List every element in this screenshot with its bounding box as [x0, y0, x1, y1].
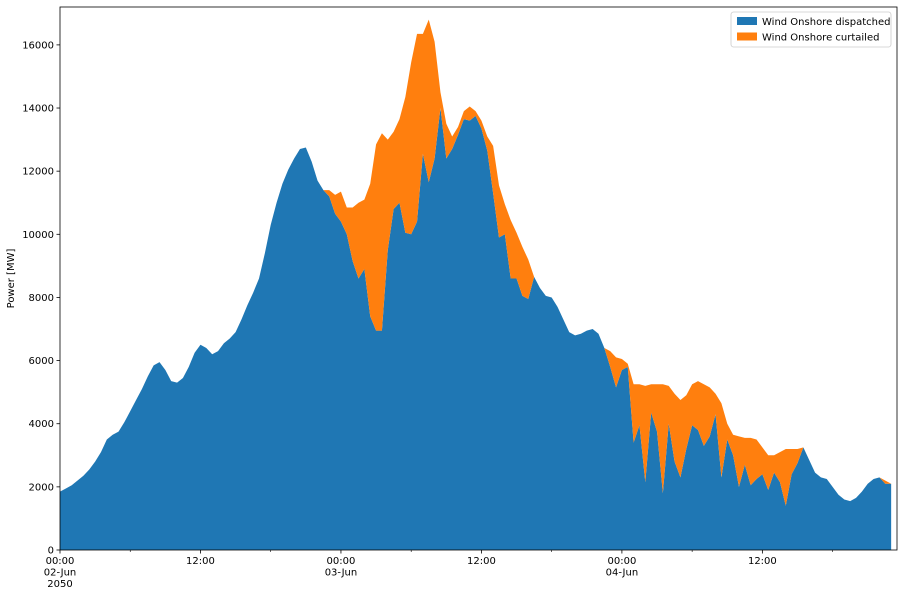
- legend-swatch: [737, 32, 757, 41]
- legend-swatch: [737, 17, 757, 25]
- x-tick-label: 12:00: [467, 556, 496, 567]
- plot-frame: [59, 6, 898, 551]
- legend-label: Wind Onshore curtailed: [762, 33, 879, 44]
- x-tick-label: 12:00: [748, 556, 777, 567]
- y-tick-label: 2000: [29, 482, 54, 493]
- y-tick-label: 16000: [22, 40, 54, 51]
- x-tick-label: 00:00 03-Jun: [325, 556, 358, 579]
- x-axis: 00:00 02-Jun 2050 12:00 00:00 03-Jun 12:00 00:0…: [44, 550, 833, 590]
- x-tick-label: 12:00: [186, 556, 215, 567]
- stacked-areas: [60, 19, 892, 551]
- legend-box: [730, 11, 892, 48]
- y-axis: 0 2000 4000 6000 8000 10000 12000 14000 16000: [22, 40, 60, 557]
- legend: Wind Onshore dispatched Wind Onshore curt…: [730, 11, 892, 48]
- y-tick-label: 6000: [29, 356, 54, 367]
- y-tick-label: 14000: [22, 104, 54, 115]
- y-tick-label: 8000: [29, 293, 54, 304]
- y-tick-label: 10000: [22, 230, 54, 241]
- area-series-1: [60, 108, 892, 551]
- x-tick-label: 00:00 02-Jun 2050: [44, 556, 77, 590]
- y-tick-label: 12000: [22, 167, 54, 178]
- y-tick-label: 0: [48, 546, 54, 557]
- x-tick-label: 00:00 04-Jun: [606, 556, 639, 579]
- legend-label: Wind Onshore dispatched: [762, 17, 890, 28]
- y-tick-label: 4000: [29, 419, 54, 430]
- y-axis-label: Power [MW]: [6, 249, 17, 309]
